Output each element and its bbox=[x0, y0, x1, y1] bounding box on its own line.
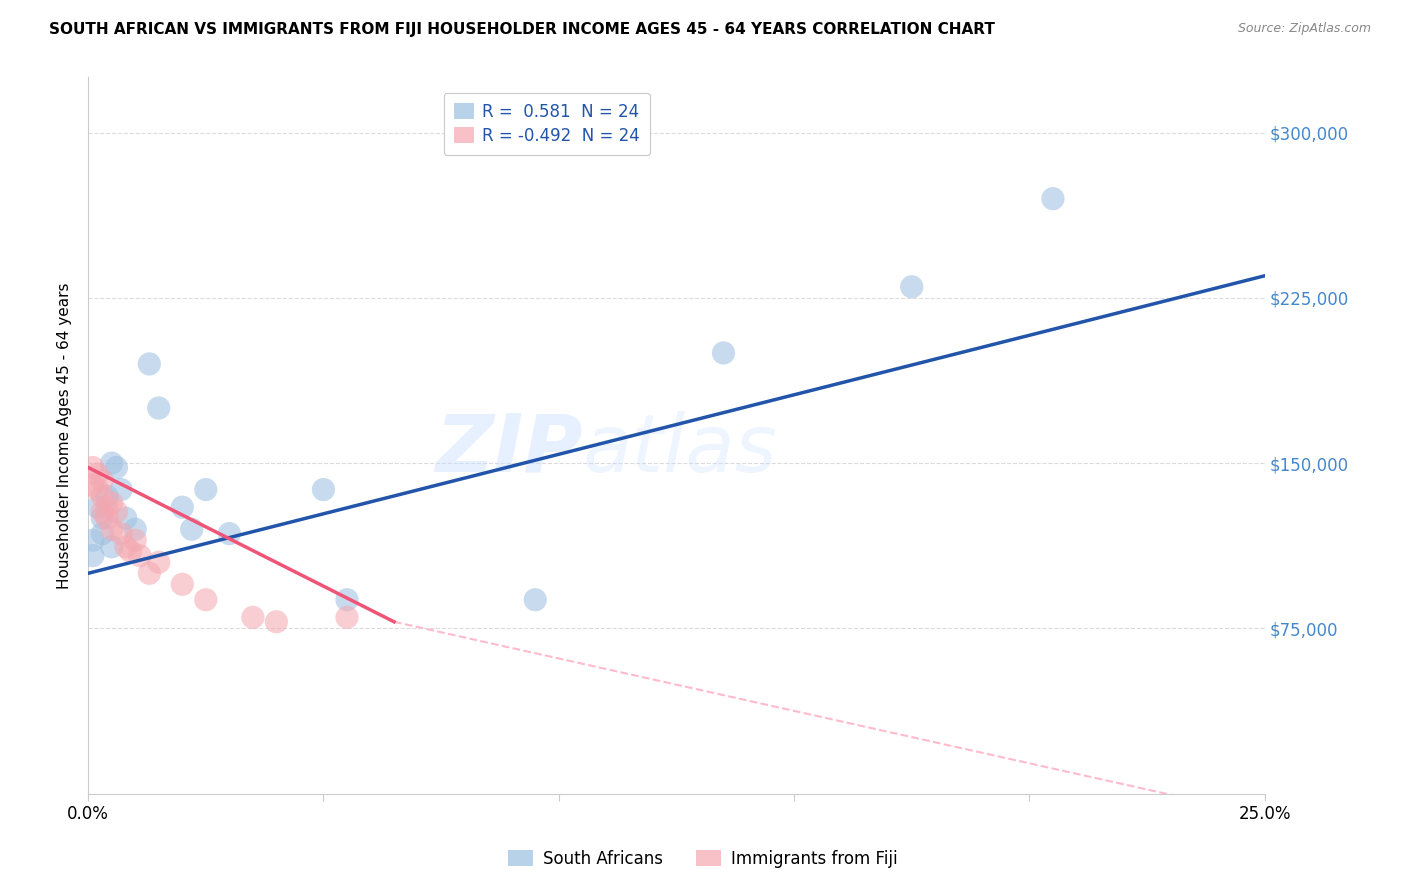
Point bbox=[336, 610, 359, 624]
Point bbox=[172, 577, 194, 591]
Y-axis label: Householder Income Ages 45 - 64 years: Householder Income Ages 45 - 64 years bbox=[58, 282, 72, 589]
Point bbox=[91, 526, 114, 541]
Point bbox=[82, 478, 104, 492]
Point bbox=[82, 460, 104, 475]
Point bbox=[110, 526, 132, 541]
Point bbox=[91, 505, 114, 519]
Point bbox=[91, 489, 114, 503]
Point bbox=[524, 592, 547, 607]
Point bbox=[82, 533, 104, 548]
Text: SOUTH AFRICAN VS IMMIGRANTS FROM FIJI HOUSEHOLDER INCOME AGES 45 - 64 YEARS CORR: SOUTH AFRICAN VS IMMIGRANTS FROM FIJI HO… bbox=[49, 22, 995, 37]
Point bbox=[86, 500, 108, 515]
Point bbox=[91, 511, 114, 525]
Point bbox=[129, 549, 152, 563]
Text: atlas: atlas bbox=[582, 411, 778, 489]
Point bbox=[194, 592, 217, 607]
Point bbox=[82, 549, 104, 563]
Legend: R =  0.581  N = 24, R = -0.492  N = 24: R = 0.581 N = 24, R = -0.492 N = 24 bbox=[443, 93, 650, 155]
Point bbox=[218, 526, 240, 541]
Point bbox=[110, 483, 132, 497]
Point bbox=[180, 522, 202, 536]
Point bbox=[148, 401, 170, 415]
Point bbox=[172, 500, 194, 515]
Point bbox=[96, 489, 118, 503]
Point bbox=[100, 456, 122, 470]
Point bbox=[124, 533, 146, 548]
Point bbox=[86, 467, 108, 482]
Point bbox=[1042, 192, 1064, 206]
Point bbox=[900, 280, 922, 294]
Point bbox=[242, 610, 264, 624]
Text: ZIP: ZIP bbox=[434, 411, 582, 489]
Point bbox=[100, 496, 122, 510]
Point bbox=[266, 615, 288, 629]
Point bbox=[96, 500, 118, 515]
Point bbox=[124, 522, 146, 536]
Point bbox=[120, 544, 142, 558]
Point bbox=[105, 505, 128, 519]
Legend: South Africans, Immigrants from Fiji: South Africans, Immigrants from Fiji bbox=[502, 844, 904, 875]
Point bbox=[100, 540, 122, 554]
Point bbox=[91, 474, 114, 488]
Point bbox=[105, 460, 128, 475]
Point bbox=[312, 483, 335, 497]
Point bbox=[96, 511, 118, 525]
Point bbox=[138, 357, 160, 371]
Point bbox=[138, 566, 160, 581]
Point bbox=[148, 555, 170, 569]
Point bbox=[336, 592, 359, 607]
Point bbox=[86, 483, 108, 497]
Point bbox=[100, 522, 122, 536]
Text: Source: ZipAtlas.com: Source: ZipAtlas.com bbox=[1237, 22, 1371, 36]
Point bbox=[194, 483, 217, 497]
Point bbox=[114, 511, 136, 525]
Point bbox=[114, 540, 136, 554]
Point bbox=[713, 346, 735, 360]
